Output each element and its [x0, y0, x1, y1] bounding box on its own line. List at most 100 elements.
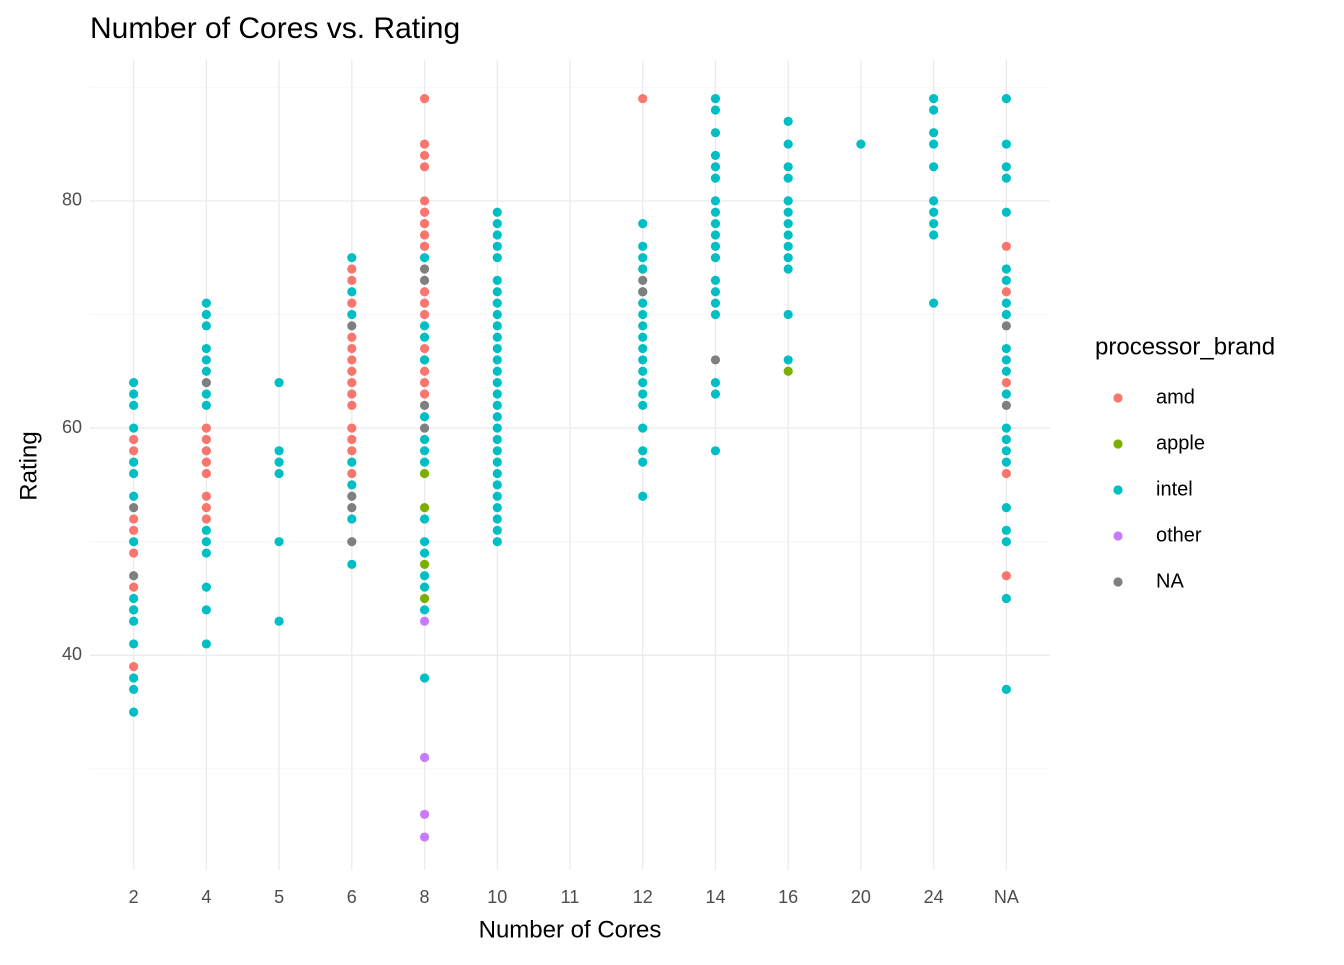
point	[201, 639, 211, 649]
point	[638, 309, 648, 320]
y-tick-label: 80	[62, 190, 82, 210]
point	[347, 480, 357, 490]
point	[1001, 525, 1011, 535]
legend-label: intel	[1156, 478, 1193, 500]
point	[1001, 287, 1011, 297]
point	[929, 94, 939, 104]
point	[419, 343, 430, 354]
point	[492, 491, 502, 501]
point	[419, 275, 430, 285]
point	[638, 241, 648, 251]
point	[1001, 173, 1011, 183]
point	[492, 468, 502, 479]
point	[710, 378, 721, 388]
point	[783, 173, 793, 183]
y-axis-title: Rating	[15, 431, 42, 500]
point	[492, 253, 502, 263]
point	[492, 514, 502, 524]
point	[783, 207, 793, 217]
point	[1001, 400, 1011, 410]
point	[1001, 366, 1011, 376]
x-tick-label: 6	[347, 887, 357, 907]
point	[1001, 321, 1011, 331]
point	[419, 582, 430, 592]
point	[419, 457, 430, 467]
point	[783, 264, 793, 274]
point	[783, 116, 793, 126]
point	[419, 412, 430, 422]
point	[638, 400, 648, 410]
point	[638, 275, 648, 285]
point	[1001, 537, 1011, 547]
point	[1001, 571, 1011, 581]
point	[201, 355, 211, 365]
point	[347, 491, 357, 501]
point	[129, 400, 139, 410]
point	[710, 105, 721, 115]
point	[129, 616, 139, 626]
point	[201, 389, 211, 399]
point	[783, 309, 793, 320]
point	[347, 275, 357, 285]
point	[929, 218, 939, 229]
point	[347, 366, 357, 376]
legend-label: other	[1156, 524, 1202, 546]
point	[929, 128, 939, 138]
point	[201, 491, 211, 501]
point	[710, 196, 721, 206]
legend-swatch	[1113, 531, 1123, 541]
point	[419, 446, 430, 456]
point	[419, 548, 430, 558]
point	[492, 355, 502, 365]
point	[129, 434, 139, 445]
point	[492, 457, 502, 467]
point	[492, 207, 502, 217]
point	[710, 230, 721, 240]
point	[710, 309, 721, 320]
point	[129, 457, 139, 467]
point	[492, 332, 502, 342]
point	[1001, 207, 1011, 217]
point	[1001, 446, 1011, 456]
point	[1001, 684, 1011, 694]
point	[274, 446, 284, 456]
point	[129, 525, 139, 535]
point	[347, 537, 357, 547]
point	[783, 139, 793, 149]
point	[274, 468, 284, 479]
legend-label: NA	[1156, 570, 1184, 592]
point	[783, 196, 793, 206]
point	[1001, 434, 1011, 445]
x-tick-label: 11	[561, 887, 580, 907]
point	[129, 593, 139, 604]
point	[419, 207, 430, 217]
legend-swatch	[1113, 393, 1123, 403]
point	[1001, 503, 1011, 513]
point	[638, 218, 648, 229]
point	[347, 503, 357, 513]
point	[347, 287, 357, 297]
point	[419, 253, 430, 263]
point	[1001, 298, 1011, 308]
point	[419, 309, 430, 320]
point	[419, 389, 430, 399]
y-tick-label: 60	[62, 417, 82, 437]
point	[492, 275, 502, 285]
x-tick-label: 16	[778, 887, 798, 907]
point	[419, 94, 430, 104]
point	[201, 321, 211, 331]
point	[419, 332, 430, 342]
point	[201, 468, 211, 479]
point	[710, 275, 721, 285]
point	[638, 253, 648, 263]
point	[201, 309, 211, 320]
point	[710, 287, 721, 297]
point	[129, 389, 139, 399]
point	[929, 139, 939, 149]
point	[419, 162, 430, 172]
point	[201, 525, 211, 535]
point	[783, 366, 793, 376]
point	[419, 514, 430, 524]
point	[419, 150, 430, 161]
